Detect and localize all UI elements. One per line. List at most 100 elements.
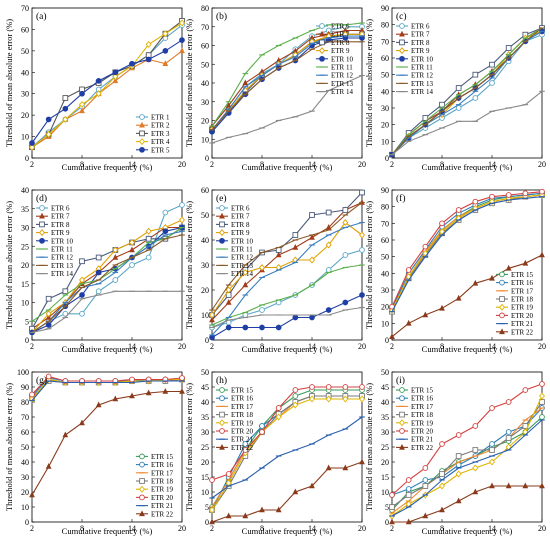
data-point: [129, 60, 135, 67]
y-tick-label: 0: [385, 518, 389, 527]
data-point: [95, 78, 102, 84]
data-point: [539, 251, 545, 258]
x-tick-label: 2: [210, 160, 214, 169]
legend-swatch-marker: [319, 23, 325, 29]
data-point: [209, 334, 215, 341]
data-point: [472, 447, 479, 453]
data-point: [455, 432, 462, 438]
legend-entry: ETR 12: [331, 72, 353, 80]
legend-entry: ETR 21: [511, 320, 533, 328]
y-tick-label: 10: [381, 319, 389, 328]
legend-entry: ETR 6: [331, 23, 350, 31]
data-point: [439, 506, 445, 513]
legend-swatch-marker: [39, 205, 45, 211]
legend-entry: ETR 9: [411, 47, 430, 55]
y-tick-label: 0: [385, 154, 389, 163]
legend-swatch-marker: [399, 443, 405, 450]
legend-swatch-marker: [499, 279, 505, 286]
series-line: [391, 383, 543, 496]
series-line: [211, 264, 363, 326]
y-axis-label: Threshold of mean absolute error (%): [364, 383, 374, 511]
data-point: [259, 307, 265, 313]
legend-swatch-marker: [139, 478, 145, 484]
y-tick-label: 50: [381, 368, 389, 377]
legend-swatch-marker: [139, 146, 145, 153]
series-etr-14: [29, 290, 185, 334]
data-point: [505, 264, 512, 271]
legend-entry: ETR 16: [411, 395, 433, 403]
x-axis-label: Cumulative frequency (%): [242, 526, 333, 536]
panel-g: 0 10 20 30 40 50 60 70 80 90 100 2 8 14 20 Cumulative f…: [4, 368, 186, 536]
legend-entry: ETR 12: [411, 72, 433, 80]
y-tick-label: 30: [21, 90, 29, 99]
data-point: [539, 392, 545, 400]
data-point: [405, 486, 412, 492]
data-point: [422, 483, 429, 489]
legend-entry: ETR 21: [411, 436, 433, 444]
data-point: [522, 482, 529, 489]
panel-label: (f): [396, 193, 406, 204]
data-point: [79, 310, 85, 317]
legend-swatch-marker: [319, 39, 325, 46]
data-point: [389, 333, 395, 339]
y-tick-label: 80: [381, 21, 389, 30]
y-tick-label: 15: [201, 473, 209, 482]
legend-entry: ETR 8: [411, 39, 430, 47]
data-point: [389, 492, 395, 498]
y-tick-label: 35: [381, 413, 389, 422]
data-point: [539, 414, 545, 420]
y-tick-label: 30: [381, 286, 389, 295]
legend-swatch-marker: [139, 121, 145, 128]
x-tick-label: 2: [210, 342, 214, 351]
y-tick-label: 15: [381, 473, 389, 482]
y-axis-label: Threshold of mean absolute error (%): [4, 383, 14, 511]
data-point: [359, 247, 365, 253]
x-axis-label: Cumulative frequency (%): [62, 162, 153, 172]
data-point: [455, 470, 462, 478]
data-point: [29, 143, 35, 151]
legend-entry: ETR 9: [331, 47, 350, 55]
data-point: [275, 506, 282, 513]
data-point: [292, 314, 299, 321]
y-axis-label: Threshold of mean absolute error (%): [364, 201, 374, 329]
legend-swatch-marker: [139, 494, 145, 501]
x-axis-label: Cumulative frequency (%): [62, 526, 153, 536]
data-point: [145, 254, 152, 261]
y-tick-label: 25: [201, 443, 209, 452]
data-point: [145, 40, 152, 48]
data-point: [505, 482, 512, 489]
y-tick-label: 0: [205, 154, 209, 163]
data-point: [259, 423, 265, 429]
legend-swatch-marker: [139, 114, 145, 120]
data-point: [472, 279, 479, 286]
legend-swatch-marker: [499, 312, 505, 319]
data-point: [79, 107, 85, 114]
data-point: [112, 246, 119, 254]
series-etr-12: [209, 221, 365, 336]
data-point: [342, 299, 349, 306]
legend-entry: ETR 2: [151, 122, 170, 130]
data-point: [455, 105, 462, 111]
y-tick-label: 60: [21, 428, 29, 437]
y-tick-label: 10: [21, 133, 29, 142]
series-line: [391, 191, 543, 307]
series-line: [211, 306, 363, 329]
series-etr-14: [209, 306, 365, 329]
data-point: [209, 477, 215, 483]
legend-swatch-marker: [399, 411, 405, 418]
legend-entry: ETR 17: [231, 403, 253, 411]
data-point: [242, 447, 249, 453]
series-etr-4: [29, 19, 185, 151]
data-point: [489, 482, 495, 489]
y-tick-label: 20: [201, 286, 209, 295]
data-point: [505, 429, 512, 435]
data-point: [439, 220, 445, 227]
data-point: [422, 465, 429, 471]
y-tick-label: 40: [381, 269, 389, 278]
legend-entry: ETR 19: [151, 486, 173, 494]
x-axis-label: Cumulative frequency (%): [422, 344, 513, 354]
y-tick-label: 10: [21, 503, 29, 512]
